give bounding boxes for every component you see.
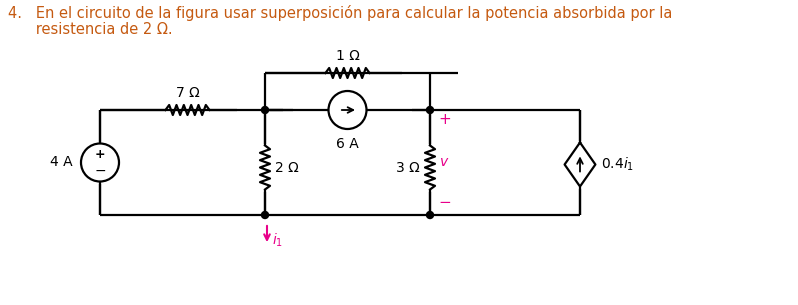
Text: v: v: [440, 156, 448, 170]
Text: −: −: [438, 195, 451, 210]
Text: +: +: [95, 148, 105, 161]
Circle shape: [426, 106, 433, 113]
Circle shape: [426, 211, 433, 218]
Circle shape: [262, 211, 268, 218]
Text: resistencia de 2 Ω.: resistencia de 2 Ω.: [8, 22, 172, 37]
Text: 6 A: 6 A: [336, 137, 359, 151]
Circle shape: [262, 106, 268, 113]
Text: 0.4$i_1$: 0.4$i_1$: [602, 156, 634, 173]
Text: +: +: [438, 112, 451, 127]
Text: 1 Ω: 1 Ω: [336, 49, 359, 63]
Text: 3 Ω: 3 Ω: [397, 160, 420, 174]
Text: −: −: [94, 163, 106, 178]
Text: 4.   En el circuito de la figura usar superposición para calcular la potencia ab: 4. En el circuito de la figura usar supe…: [8, 5, 673, 21]
Text: 7 Ω: 7 Ω: [176, 86, 200, 100]
Text: 4 A: 4 A: [50, 156, 73, 170]
Text: 2 Ω: 2 Ω: [275, 160, 298, 174]
Text: $i_1$: $i_1$: [272, 231, 283, 249]
